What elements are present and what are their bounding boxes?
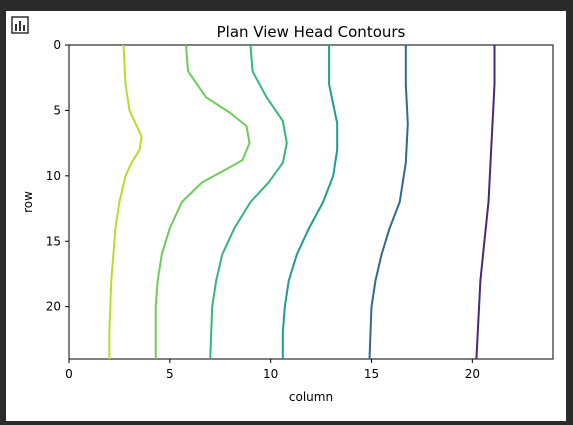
output-cell: Plan View Head Contours 0 5 10 15 20 0 5 10 15 2… xyxy=(6,11,566,421)
plot-area xyxy=(68,44,554,360)
contour-line-3 xyxy=(209,44,288,360)
chart-title: Plan View Head Contours xyxy=(217,23,406,41)
contour-line-4 xyxy=(281,45,339,359)
y-tick-label: 20 xyxy=(46,300,61,314)
y-tick-label: 0 xyxy=(53,38,61,52)
contour-line-5 xyxy=(368,45,409,360)
y-tick-label: 10 xyxy=(46,169,61,183)
y-axis: 0 5 10 15 20 xyxy=(46,38,69,314)
y-tick-label: 15 xyxy=(46,234,61,248)
bar-chart-icon[interactable] xyxy=(11,16,29,34)
contour-line-2 xyxy=(154,44,251,359)
contour-line-6 xyxy=(475,45,496,360)
contour-plot: Plan View Head Contours 0 5 10 15 20 0 5 10 15 2… xyxy=(21,23,554,404)
contour-lines xyxy=(108,44,496,360)
x-tick-label: 5 xyxy=(166,367,174,381)
x-tick-label: 15 xyxy=(364,367,379,381)
x-axis: 0 5 10 15 20 xyxy=(65,359,480,381)
y-tick-label: 5 xyxy=(53,103,61,117)
x-tick-label: 0 xyxy=(65,367,73,381)
x-axis-label: column xyxy=(289,390,333,404)
contour-line-1 xyxy=(108,44,143,359)
x-tick-label: 10 xyxy=(263,367,278,381)
x-tick-label: 20 xyxy=(465,367,480,381)
y-axis-label: row xyxy=(21,191,35,213)
